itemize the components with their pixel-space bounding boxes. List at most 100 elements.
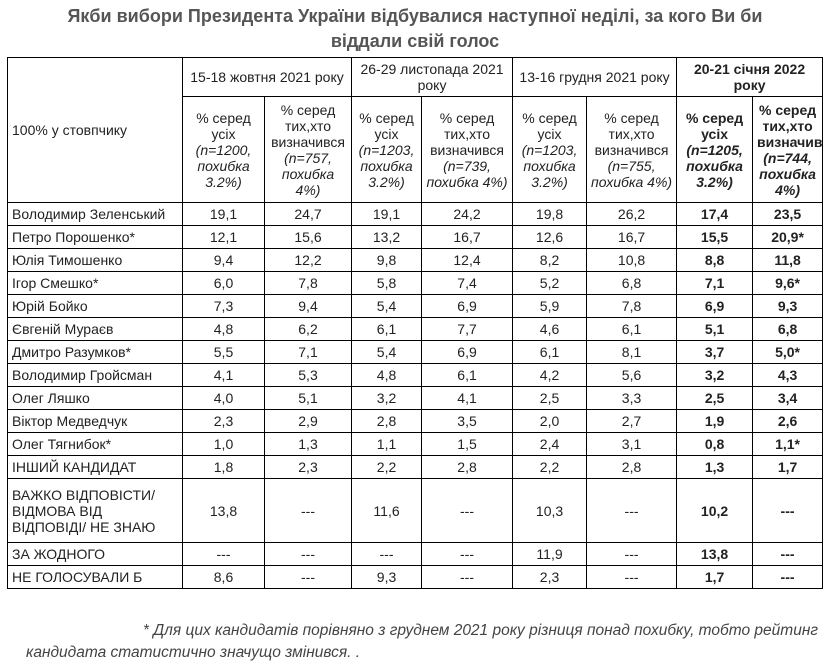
table-cell: --- xyxy=(752,565,824,589)
candidate-name: Дмитро Разумков* xyxy=(7,340,183,364)
table-cell: 2,2 xyxy=(351,455,423,479)
table-cell: --- xyxy=(421,542,514,566)
table-cell: 7,8 xyxy=(586,294,678,318)
table-cell: 15,6 xyxy=(263,225,353,249)
subcolumn-sample-label: (n=1203, похибка 3.2%) xyxy=(521,141,578,190)
footnote-line-2: кандидата статистично значущо змінився. … xyxy=(26,644,361,661)
table-cell: 7,3 xyxy=(182,294,265,318)
table-cell: 2,9 xyxy=(263,409,353,433)
footnote: * Для цих кандидатів порівняно з груднем… xyxy=(26,620,818,664)
table-row: Юрій Бойко 7,3 9,4 5,4 6,9 5,9 7,8 6,9 9,3 xyxy=(7,294,824,318)
candidate-name: Петро Порошенко* xyxy=(7,225,183,249)
table-cell: 2,5 xyxy=(676,386,754,410)
table-cell: 1,8 xyxy=(182,455,265,479)
candidate-name: Олег Ляшко xyxy=(7,386,183,410)
page-title: Якби вибори Президента України відбували… xyxy=(67,6,763,51)
table-cell: 2,8 xyxy=(421,455,514,479)
table-cell: 7,4 xyxy=(421,271,514,295)
subcolumn-share-label: % серед тих,хто визначився xyxy=(271,101,345,150)
subcolumn-header: % серед усіх (n=1205, похибка 3.2%) xyxy=(676,96,754,203)
subcolumn-header: % серед тих,хто визначився (n=739, похибк… xyxy=(421,96,514,203)
subcolumn-share-label: % серед усіх xyxy=(685,109,744,142)
subcolumn-header: % серед усіх (n=1203, похибка 3.2%) xyxy=(512,96,588,203)
table-cell: 23,5 xyxy=(752,202,824,226)
table-cell: --- xyxy=(182,542,265,566)
table-cell: 15,5 xyxy=(676,225,754,249)
table-cell: --- xyxy=(421,478,514,543)
table-cell: 10,8 xyxy=(586,248,678,272)
table-cell: 12,4 xyxy=(421,248,514,272)
table-cell: 1,5 xyxy=(421,432,514,456)
candidate-name: Віктор Медведчук xyxy=(7,409,183,433)
candidate-name: Володимир Зеленський xyxy=(7,202,183,226)
table-cell: 3,1 xyxy=(586,432,678,456)
table-cell: 4,2 xyxy=(512,363,588,387)
table-cell: 9,3 xyxy=(351,565,423,589)
subcolumn-share-label: % серед тих,хто визначився xyxy=(757,101,823,150)
table-cell: 13,8 xyxy=(676,542,754,566)
table-cell: 2,3 xyxy=(512,565,588,589)
table-cell: 2,2 xyxy=(512,455,588,479)
table-cell: --- xyxy=(752,542,824,566)
subcolumn-share-label: % серед усіх xyxy=(359,109,414,142)
table-cell: 1,3 xyxy=(263,432,353,456)
candidate-name: Ігор Смешко* xyxy=(7,271,183,295)
table-cell: 12,6 xyxy=(512,225,588,249)
table-cell: 19,1 xyxy=(351,202,423,226)
table-cell: 8,1 xyxy=(586,340,678,364)
table-cell: --- xyxy=(752,478,824,543)
candidate-name: Юлія Тимошенко xyxy=(7,248,183,272)
subcolumn-header: % серед тих,хто визначився (n=755, похибк… xyxy=(586,96,678,203)
table-cell: 1,0 xyxy=(182,432,265,456)
table-cell: 10,3 xyxy=(512,478,588,543)
subcolumn-share-label: % серед тих,хто визначився xyxy=(430,109,504,158)
table-cell: 9,4 xyxy=(263,294,353,318)
table-cell: 4,1 xyxy=(182,363,265,387)
table-cell: 7,7 xyxy=(421,317,514,341)
table-cell: 11,8 xyxy=(752,248,824,272)
candidate-name: Олег Тягнибок* xyxy=(7,432,183,456)
candidate-name: Юрій Бойко xyxy=(7,294,183,318)
table-row: Петро Порошенко* 12,1 15,6 13,2 16,7 12,6 16,7… xyxy=(7,225,824,249)
table-cell: 1,3 xyxy=(676,455,754,479)
subcolumn-share-label: % серед усіх xyxy=(196,109,251,142)
table-cell: --- xyxy=(586,565,678,589)
table-cell: 2,4 xyxy=(512,432,588,456)
table-cell: 11,6 xyxy=(351,478,423,543)
candidate-name: ЗА ЖОДНОГО xyxy=(7,542,183,566)
table-row: ВАЖКО ВІДПОВІСТИ/ ВІДМОВА ВІД ВІДПОВІДІ/… xyxy=(7,478,824,543)
table-cell: 2,6 xyxy=(752,409,824,433)
table-cell: 2,0 xyxy=(512,409,588,433)
table-row: Володимир Гройсман 4,1 5,3 4,8 6,1 4,2 5,6 3,2 4… xyxy=(7,363,824,387)
subcolumn-header: % серед усіх (n=1200, похибка 3.2%) xyxy=(182,96,265,203)
subcolumn-sample-label: (n=1205, похибка 3.2%) xyxy=(686,141,743,190)
table-cell: 1,1 xyxy=(351,432,423,456)
subcolumn-sample-label: (n=1200, похибка 3.2%) xyxy=(195,141,252,190)
table-cell: 4,8 xyxy=(351,363,423,387)
table-cell: 2,8 xyxy=(351,409,423,433)
table-cell: 3,3 xyxy=(586,386,678,410)
table-cell: 3,4 xyxy=(752,386,824,410)
table-cell: 6,8 xyxy=(752,317,824,341)
table-cell: --- xyxy=(263,565,353,589)
table-cell: 4,8 xyxy=(182,317,265,341)
table-cell: 5,1 xyxy=(263,386,353,410)
table-cell: 1,9 xyxy=(676,409,754,433)
table-cell: 9,4 xyxy=(182,248,265,272)
period-header: 26-29 листопада 2021 року xyxy=(351,57,514,97)
table-cell: 16,7 xyxy=(421,225,514,249)
table-cell: 6,9 xyxy=(421,294,514,318)
poll-table: 100% у стовпчику 15-18 жовтня 2021 року 26… xyxy=(7,57,824,589)
table-cell: 1,7 xyxy=(676,565,754,589)
header-row-subcolumns: % серед усіх (n=1200, похибка 3.2%)% сере… xyxy=(8,96,824,203)
candidate-name: Євгеній Мураєв xyxy=(7,317,183,341)
table-cell: 6,1 xyxy=(586,317,678,341)
table-cell: 6,9 xyxy=(421,340,514,364)
candidate-name: НЕ ГОЛОСУВАЛИ Б xyxy=(7,565,183,589)
table-cell: 5,5 xyxy=(182,340,265,364)
table-cell: 3,2 xyxy=(351,386,423,410)
table-row: Євгеній Мураєв 4,8 6,2 6,1 7,7 4,6 6,1 5,1 6,8 xyxy=(7,317,824,341)
table-row: Олег Ляшко 4,0 5,1 3,2 4,1 2,5 3,3 2,5 3,4 xyxy=(7,386,824,410)
table-cell: --- xyxy=(586,542,678,566)
table-cell: 2,3 xyxy=(182,409,265,433)
